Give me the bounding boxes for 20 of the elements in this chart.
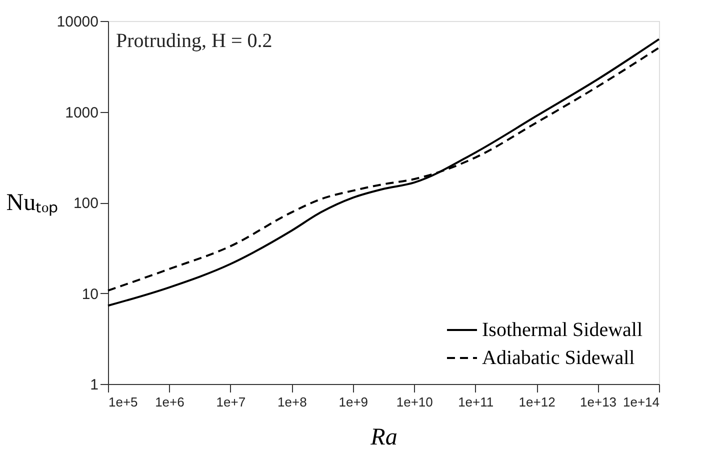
x-tick-label: 1e+9 <box>338 394 368 410</box>
y-tick-label: 1 <box>90 376 98 394</box>
x-tick-label: 1e+11 <box>458 394 494 410</box>
x-tick-label: 1e+13 <box>580 394 617 410</box>
y-axis-title: Nuₜₒₚ <box>6 190 58 216</box>
x-tick-label: 1e+6 <box>155 394 184 410</box>
legend-label: Isothermal Sidewall <box>482 319 643 341</box>
x-tick-label: 1e+10 <box>396 394 433 410</box>
legend-label: Adiabatic Sidewall <box>482 347 636 369</box>
y-tick-label: 1000 <box>65 104 98 122</box>
x-tick-label: 1e+12 <box>518 394 556 410</box>
x-tick-label: 1e+7 <box>216 394 246 410</box>
x-axis-title: Ra <box>370 424 398 450</box>
y-tick-label: 100 <box>73 195 98 212</box>
y-tick-label: 10 <box>82 286 98 303</box>
annotation: Protruding, H = 0.2 <box>116 30 272 52</box>
y-tick-label: 10000 <box>56 14 98 30</box>
x-tick-label: 1e+14 <box>622 394 660 410</box>
x-tick-label: 1e+8 <box>278 394 307 410</box>
x-tick-label: 1e+5 <box>108 394 138 410</box>
